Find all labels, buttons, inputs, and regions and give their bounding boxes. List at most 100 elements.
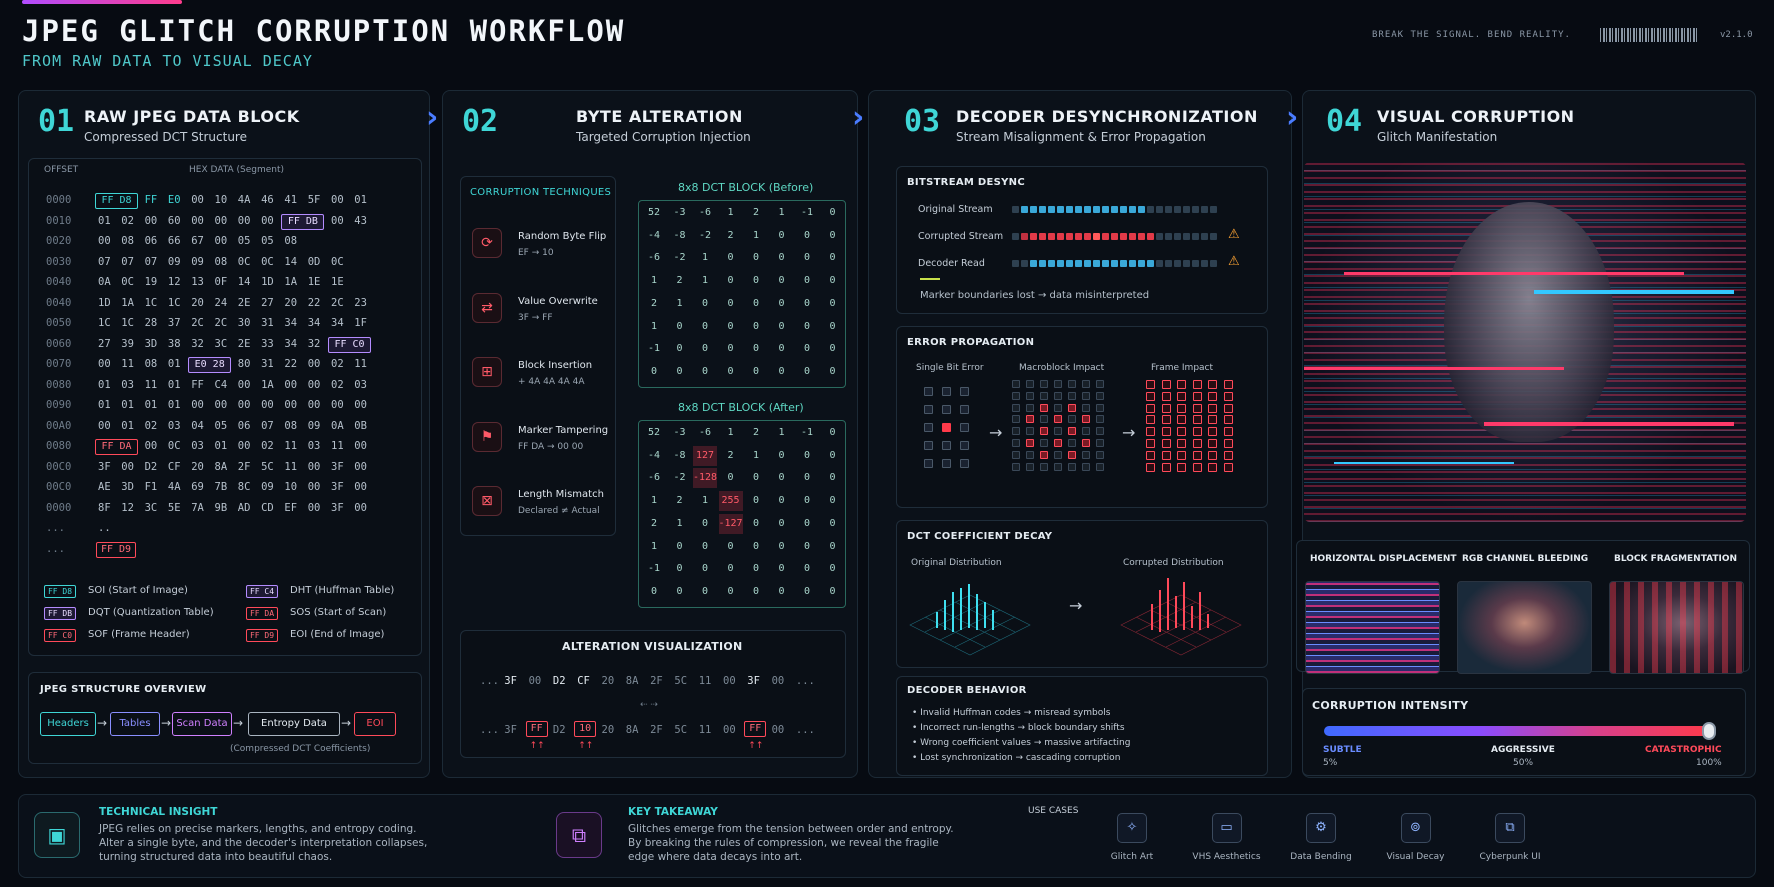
- dct-decay-title: DCT COEFFICIENT DECAY: [907, 531, 1053, 542]
- warning-icon: ⚠: [1228, 227, 1240, 242]
- page-subtitle: FROM RAW DATA TO VISUAL DECAY: [22, 52, 313, 70]
- hex-offset: 0000: [46, 194, 72, 206]
- usecase-icon[interactable]: ⧉: [1495, 813, 1525, 843]
- dct-cell: 0: [829, 275, 836, 287]
- grid-cell: [1082, 415, 1090, 424]
- grid-cell: [1026, 462, 1034, 471]
- bit: [1012, 260, 1019, 267]
- bit: [1210, 233, 1217, 240]
- bit: [1165, 260, 1172, 267]
- grid-cell: [1082, 439, 1090, 447]
- bit: [1210, 260, 1217, 267]
- hex-byte: 11: [331, 440, 344, 452]
- step-subtitle: Targeted Corruption Injection: [576, 130, 751, 144]
- grid-cell: [924, 441, 933, 450]
- grid-cell: [1096, 391, 1104, 400]
- behavior-item: • Incorrect run-lengths → block boundary…: [912, 723, 1125, 733]
- dct-cell: 0: [829, 252, 836, 264]
- usecase-icon[interactable]: ✧: [1117, 813, 1147, 843]
- hex-byte: 07: [261, 419, 274, 432]
- grid-cell: [942, 459, 951, 468]
- hex-byte: 10: [214, 194, 228, 206]
- arrow-right-icon: →: [1122, 423, 1136, 442]
- dct-cell: 0: [752, 563, 760, 575]
- hex-byte: 00: [214, 235, 228, 247]
- hex-byte: 00: [307, 399, 321, 411]
- grid-cell: [1146, 415, 1155, 425]
- hex-offset: 0090: [46, 399, 72, 411]
- legend-label: DQT (Quantization Table): [88, 607, 214, 618]
- step-title: BYTE ALTERATION: [576, 107, 743, 126]
- hex-byte: 4A: [237, 194, 251, 206]
- decay-label: Original Distribution: [911, 558, 1002, 568]
- dct-cell: 0: [803, 540, 811, 552]
- grid-cell: [1054, 403, 1062, 412]
- dct-cell: 0: [778, 297, 785, 309]
- usecase-icon[interactable]: ⚙: [1306, 813, 1336, 843]
- bit: [1111, 206, 1118, 213]
- grid-cell: [942, 423, 951, 432]
- bit: [1183, 260, 1190, 267]
- hex-byte: 43: [354, 214, 367, 227]
- hex-offset: 0080: [46, 378, 72, 391]
- bit: [1048, 233, 1055, 240]
- legend-marker: FF D9: [246, 629, 278, 642]
- step-number: 03: [904, 104, 941, 139]
- grid-cell: [1096, 415, 1104, 424]
- dct-cell: 255: [718, 491, 743, 512]
- grid-cell: [1177, 439, 1186, 448]
- alteration-byte: 00: [771, 724, 785, 736]
- hex-byte: 00: [121, 460, 134, 473]
- grid-cell: [1068, 403, 1076, 412]
- glitch-icon: ⧉: [556, 812, 602, 858]
- dct-cell: 0: [803, 320, 811, 332]
- dct-cell: 0: [803, 472, 811, 484]
- hex-offset: 0050: [46, 317, 72, 329]
- bit: [1057, 260, 1064, 267]
- hex-byte: 0C: [237, 255, 251, 268]
- grid-cell: [1054, 427, 1062, 436]
- grid-cell: [1192, 462, 1202, 472]
- bit: [1147, 260, 1154, 267]
- alteration-byte: 11: [698, 724, 712, 736]
- dct-cell: 0: [701, 585, 709, 597]
- grid-cell: [1054, 415, 1062, 424]
- bit: [1102, 233, 1109, 240]
- grid-cell: [960, 441, 969, 450]
- hex-byte: 11: [121, 358, 134, 370]
- hex-byte: ..: [98, 522, 111, 534]
- dct-cell: 0: [676, 540, 683, 552]
- hex-byte: 8A: [214, 460, 228, 473]
- bit: [1129, 233, 1136, 240]
- dct-cell: -3: [673, 427, 686, 438]
- dct-cell: 0: [829, 229, 836, 241]
- offset-header: OFFSET: [44, 165, 79, 175]
- chevron-right-icon: ›: [852, 100, 865, 135]
- dct-cell: -6: [698, 207, 712, 218]
- dct-cell: 0: [803, 365, 811, 377]
- dct-cell: 0: [778, 563, 785, 575]
- alteration-byte: 3F: [504, 724, 517, 736]
- bitstream-row: [1012, 233, 1217, 240]
- stream-label: Decoder Read: [918, 258, 985, 269]
- hex-byte: 05: [261, 235, 274, 247]
- structure-step: Headers: [40, 712, 96, 736]
- usecase-icon[interactable]: ⊚: [1400, 813, 1431, 843]
- dct-cell: 0: [727, 365, 734, 377]
- hex-byte: 1C: [98, 317, 111, 329]
- dct-cell: 0: [778, 472, 785, 484]
- dct-cell: 0: [676, 320, 683, 332]
- hex-byte: 30: [237, 317, 251, 329]
- alteration-byte: 2F: [650, 675, 663, 687]
- grid-cell: [1040, 380, 1048, 388]
- hex-byte: 01: [98, 378, 111, 391]
- intensity-slider-handle[interactable]: [1702, 722, 1716, 740]
- hex-byte: CF: [167, 460, 181, 473]
- dct-cell: -4: [647, 229, 661, 241]
- hex-byte: 00: [331, 399, 344, 411]
- legend-label: EOI (End of Image): [290, 629, 385, 640]
- step-title: VISUAL CORRUPTION: [1377, 107, 1575, 126]
- dct-cell: 0: [676, 585, 683, 597]
- usecase-icon[interactable]: ▭: [1211, 813, 1242, 843]
- grid-cell: [1208, 450, 1217, 460]
